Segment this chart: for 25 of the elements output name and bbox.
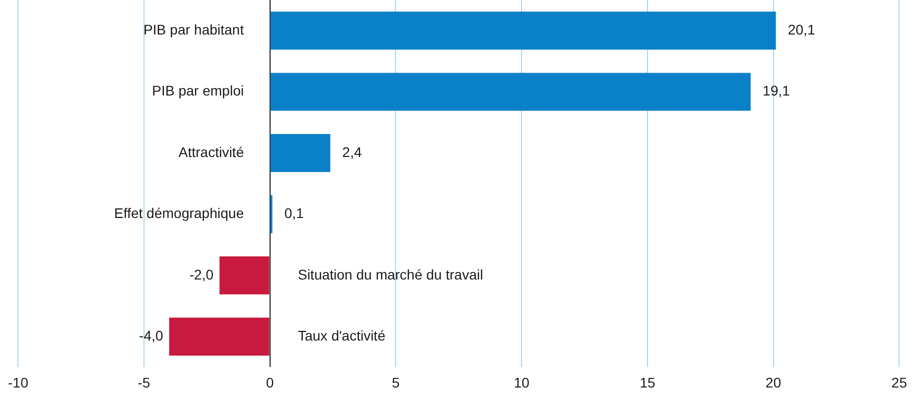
data-label: 19,1 bbox=[762, 82, 790, 99]
data-label: -2,0 bbox=[189, 266, 214, 282]
data-label: 20,1 bbox=[788, 21, 816, 38]
y-tick-label: Attractivité bbox=[178, 144, 244, 160]
y-tick-label: Taux d'activité bbox=[298, 327, 386, 344]
x-tick-label: 15 bbox=[640, 374, 656, 390]
y-tick-label: PIB par habitant bbox=[143, 21, 244, 38]
x-tick-label: 5 bbox=[392, 374, 400, 390]
bar bbox=[169, 318, 270, 356]
bar bbox=[270, 134, 330, 172]
data-label: -4,0 bbox=[139, 327, 164, 344]
bar bbox=[220, 256, 270, 294]
x-tick-label: -10 bbox=[8, 374, 28, 390]
bar bbox=[270, 72, 751, 111]
y-tick-label: Situation du marché du travail bbox=[298, 266, 484, 282]
x-tick-label: 10 bbox=[514, 374, 530, 390]
bar bbox=[270, 12, 776, 50]
x-tick-label: -5 bbox=[138, 374, 150, 390]
data-label: 0,1 bbox=[284, 205, 304, 222]
x-tick-label: 20 bbox=[766, 374, 782, 390]
data-label: 2,4 bbox=[342, 144, 362, 160]
x-tick-label: 0 bbox=[266, 374, 274, 390]
y-tick-label: PIB par emploi bbox=[152, 82, 244, 99]
y-tick-label: Effet démographique bbox=[114, 205, 244, 222]
x-tick-label: 25 bbox=[891, 374, 908, 390]
